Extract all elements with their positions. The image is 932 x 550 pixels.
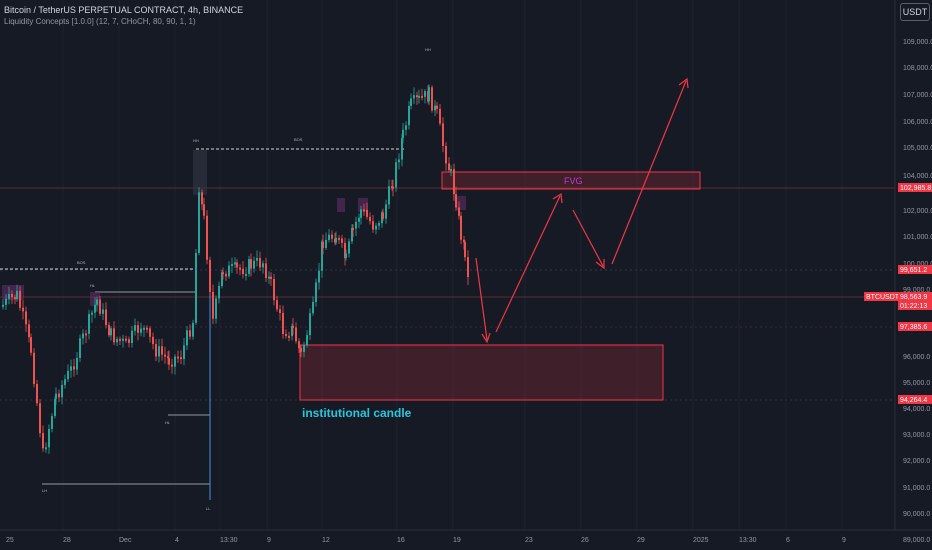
price-tag: 01:22:13 [900, 303, 927, 310]
structure-label-lh: LH [42, 488, 47, 493]
structure-label-hh-1: HH [193, 138, 199, 143]
price-tag: 102,985.8 [900, 185, 931, 192]
price-tag-bg [898, 301, 932, 310]
time-tick: 29 [637, 537, 645, 544]
price-tick: 95,000.0 [903, 380, 930, 387]
time-tick: 4 [175, 537, 179, 544]
price-tag-bg [898, 395, 932, 404]
bos-label-2: BOS [294, 137, 303, 142]
price-tag-bg [898, 265, 932, 274]
price-tick: 99,000.0 [903, 287, 930, 294]
institutional-candle-label: institutional candle [302, 406, 412, 420]
time-tick: 13:30 [739, 537, 757, 544]
price-tag: 99,651.2 [900, 267, 927, 274]
liquidity-zone-right [456, 196, 466, 210]
price-axis[interactable]: 109,000.0 108,000.0 107,000.0 106,000.0 105,… [903, 39, 932, 544]
time-tick: 26 [581, 537, 589, 544]
bos-label-1: BOS [77, 260, 86, 265]
price-tick: 101,000.0 [903, 234, 932, 241]
price-tag: 98,563.9 [900, 294, 927, 301]
currency-button[interactable]: USDT [900, 3, 930, 21]
time-tick: 23 [525, 537, 533, 544]
price-tick: 104,000.0 [903, 173, 932, 180]
time-tick: 13:30 [220, 537, 238, 544]
liquidity-zone-left [2, 285, 24, 300]
price-tick: 96,000.0 [903, 354, 930, 361]
indicator-legend[interactable]: Liquidity Concepts [1.0.0] (12, 7, CHoCH… [4, 17, 196, 26]
highlight-zone-1 [193, 150, 207, 195]
price-tick: 90,000.0 [903, 511, 930, 518]
time-tick: Dec [119, 537, 132, 544]
price-tick: 100,000.0 [903, 261, 932, 268]
liquidity-zone-top [337, 198, 345, 212]
price-tick: 102,000.0 [903, 208, 932, 215]
projection-path [475, 77, 689, 344]
time-tick: 9 [842, 537, 846, 544]
grid [62, 0, 843, 530]
price-tick: 107,000.0 [903, 92, 932, 99]
price-tag-bg [898, 292, 932, 301]
price-tick: 94,000.0 [903, 406, 930, 413]
time-tick: 16 [397, 537, 405, 544]
time-tick: 6 [786, 537, 790, 544]
time-tick: 28 [63, 537, 71, 544]
price-tick: 92,000.0 [903, 458, 930, 465]
price-tick: 89,000.0 [903, 537, 930, 544]
price-tag-bg [898, 183, 932, 192]
structure-label-hh-2: HH [425, 47, 431, 52]
price-tick: 108,000.0 [903, 65, 932, 72]
liquidity-zone-top2 [358, 198, 368, 212]
price-tick: 105,000.0 [903, 145, 932, 152]
time-axis[interactable]: 25 28 Dec 4 13:30 9 12 16 19 23 26 29 2025 13:30 6 9 [6, 537, 846, 544]
price-tag: 97,385.6 [900, 324, 927, 331]
price-tick: 93,000.0 [903, 432, 930, 439]
time-tick: 19 [453, 537, 461, 544]
price-tick: 109,000.0 [903, 39, 932, 46]
fvg-label: FVG [564, 176, 583, 186]
price-tick: 106,000.0 [903, 119, 932, 126]
time-tick: 2025 [693, 537, 709, 544]
time-tick: 25 [6, 537, 14, 544]
price-tag: 94,264.4 [900, 397, 927, 404]
institutional-candle-zone[interactable] [299, 344, 664, 401]
chart-title: Bitcoin / TetherUS PERPETUAL CONTRACT, 4… [4, 5, 244, 15]
price-tick: 91,000.0 [903, 485, 930, 492]
price-tag-bg [898, 322, 932, 331]
structure-label-hl-2: HL [165, 420, 171, 425]
price-tags: 102,985.8 99,651.2 BTCUSDT.P98,563.9 01:22:… [864, 183, 932, 404]
candlestick-series [2, 84, 469, 454]
fvg-zone[interactable] [441, 171, 701, 190]
time-tick: 9 [267, 537, 271, 544]
price-tag-bg [864, 292, 898, 301]
structure-label-hl-1: HL [90, 283, 96, 288]
price-tag: BTCUSDT.P [866, 294, 905, 301]
time-tick: 12 [322, 537, 330, 544]
structure-label-ll: LL [206, 506, 211, 511]
